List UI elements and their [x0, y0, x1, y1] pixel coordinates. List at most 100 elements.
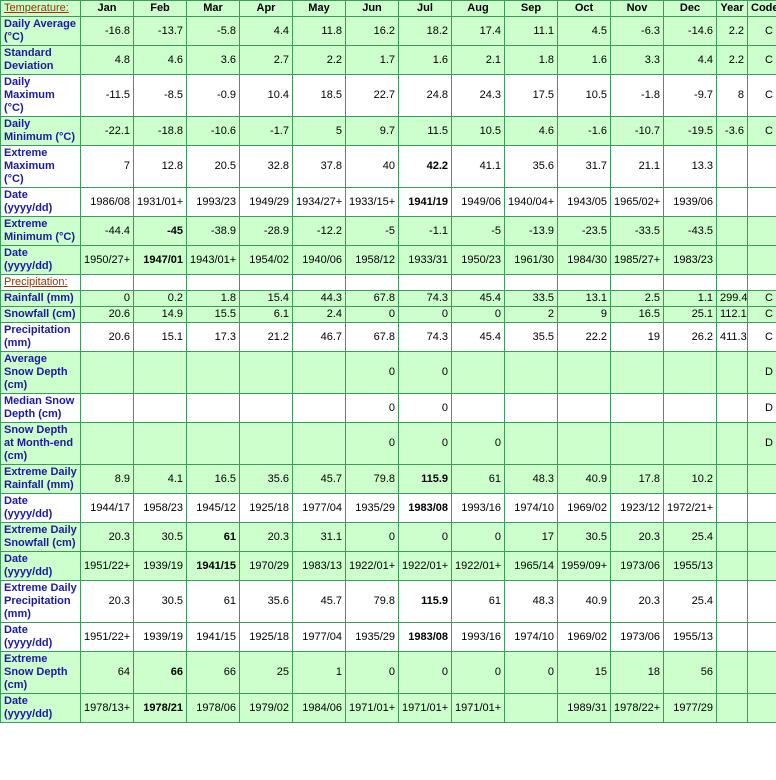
data-cell: 1965/02+	[610, 187, 664, 217]
data-cell: 10.4	[239, 74, 293, 117]
empty-cell	[663, 393, 717, 423]
column-header: Jun	[345, 0, 399, 17]
data-cell: 1.6	[398, 45, 452, 75]
data-cell: 1984/30	[557, 245, 611, 275]
data-cell: 1979/02	[239, 693, 293, 723]
bold-value: -45	[167, 224, 183, 237]
data-cell: 0	[345, 651, 399, 694]
data-cell: -19.5	[663, 116, 717, 146]
table-body: Temperature: Jan Feb Mar Apr May Jun Jul Aug Sep O…	[0, 0, 776, 723]
empty-cell	[610, 422, 664, 465]
empty-cell	[716, 693, 748, 723]
data-cell: -9.7	[663, 74, 717, 117]
data-cell: 42.2	[398, 145, 452, 188]
empty-cell	[716, 622, 748, 652]
data-cell: 1.1	[663, 290, 717, 307]
empty-cell	[747, 274, 776, 291]
data-cell: 2.2	[716, 16, 748, 46]
data-cell: 20.3	[610, 522, 664, 552]
data-row: Date (yyyy/dd) 1986/08 1931/01+ 1993/23 1949…	[0, 187, 776, 217]
data-cell: 1977/29	[663, 693, 717, 723]
empty-cell	[133, 422, 187, 465]
data-cell: 0	[504, 651, 558, 694]
data-row: Snow Depth at Month-end (cm) 0 0 0 D	[0, 422, 776, 465]
data-cell: -43.5	[663, 216, 717, 246]
row-label: Date (yyyy/dd)	[0, 551, 81, 581]
data-cell: 25	[239, 651, 293, 694]
bold-value: 115.9	[421, 472, 448, 485]
data-cell: -12.2	[292, 216, 346, 246]
empty-cell	[557, 393, 611, 423]
empty-cell	[716, 551, 748, 581]
data-cell: C	[747, 116, 776, 146]
data-cell: 1.6	[557, 45, 611, 75]
data-cell: 2.5	[610, 290, 664, 307]
empty-cell	[747, 651, 776, 694]
data-cell: 4.4	[663, 45, 717, 75]
data-cell: 1971/01+	[398, 693, 452, 723]
row-label: Rainfall (mm)	[0, 290, 81, 307]
data-row: Date (yyyy/dd) 1978/13+ 1978/21 1978/06 1979…	[0, 693, 776, 723]
data-cell: 16.5	[610, 306, 664, 323]
data-cell: 0	[398, 351, 452, 394]
data-row: Daily Minimum (°C) -22.1 -18.8 -10.6 -1.7 5 9.…	[0, 116, 776, 146]
climate-table: Temperature: Jan Feb Mar Apr May Jun Jul Aug Sep O…	[0, 0, 776, 723]
data-cell: -13.7	[133, 16, 187, 46]
data-cell: 79.8	[345, 580, 399, 623]
column-header: May	[292, 0, 346, 17]
bold-value: 1947/01	[143, 253, 183, 266]
empty-cell	[747, 187, 776, 217]
data-cell: 9	[557, 306, 611, 323]
empty-cell	[747, 145, 776, 188]
empty-cell	[747, 493, 776, 523]
data-cell: 0	[80, 290, 134, 307]
data-cell: 11.1	[504, 16, 558, 46]
empty-cell	[557, 422, 611, 465]
data-cell: 25.4	[663, 522, 717, 552]
data-row: Rainfall (mm) 0 0.2 1.8 15.4 44.3 67.8 74.3 45.4…	[0, 290, 776, 307]
data-cell: -13.9	[504, 216, 558, 246]
data-cell: C	[747, 306, 776, 323]
data-cell: -10.7	[610, 116, 664, 146]
empty-cell	[716, 216, 748, 246]
data-cell: 1939/19	[133, 551, 187, 581]
empty-cell	[716, 651, 748, 694]
data-cell: 1922/01+	[345, 551, 399, 581]
data-cell: 0	[345, 393, 399, 423]
data-cell: 115.9	[398, 464, 452, 494]
data-cell: 26.2	[663, 322, 717, 352]
data-cell: 4.6	[133, 45, 187, 75]
data-cell: 2.2	[292, 45, 346, 75]
data-cell: 8	[716, 74, 748, 117]
bold-value: 1941/15	[196, 559, 236, 572]
data-cell: 112.1	[716, 306, 748, 323]
data-cell: 12.8	[133, 145, 187, 188]
row-label: Extreme Maximum (°C)	[0, 145, 81, 188]
empty-cell	[663, 351, 717, 394]
data-cell: C	[747, 322, 776, 352]
empty-cell	[716, 493, 748, 523]
data-row: Date (yyyy/dd) 1951/22+ 1939/19 1941/15 1925…	[0, 622, 776, 652]
data-cell: 1.7	[345, 45, 399, 75]
data-cell: 1941/15	[186, 551, 240, 581]
empty-cell	[398, 274, 452, 291]
data-cell: 1983/08	[398, 622, 452, 652]
data-cell: 1950/23	[451, 245, 505, 275]
data-cell: 74.3	[398, 322, 452, 352]
data-cell: 1940/06	[292, 245, 346, 275]
empty-cell	[80, 274, 134, 291]
data-row: Precipitation (mm) 20.6 15.1 17.3 21.2 46.7 67…	[0, 322, 776, 352]
data-cell: 45.4	[451, 322, 505, 352]
data-row: Snowfall (cm) 20.6 14.9 15.5 6.1 2.4 0 0 0 2 9 16.5…	[0, 306, 776, 323]
data-cell: 17.5	[504, 74, 558, 117]
empty-cell	[504, 351, 558, 394]
row-label: Daily Maximum (°C)	[0, 74, 81, 117]
data-cell: -11.5	[80, 74, 134, 117]
data-cell: 48.3	[504, 580, 558, 623]
data-row: Extreme Daily Precipitation (mm) 20.3 30.5…	[0, 580, 776, 623]
data-cell: 8.9	[80, 464, 134, 494]
column-header: Code	[747, 0, 776, 17]
data-cell: 6.1	[239, 306, 293, 323]
data-cell: 1969/02	[557, 622, 611, 652]
data-cell: -0.9	[186, 74, 240, 117]
